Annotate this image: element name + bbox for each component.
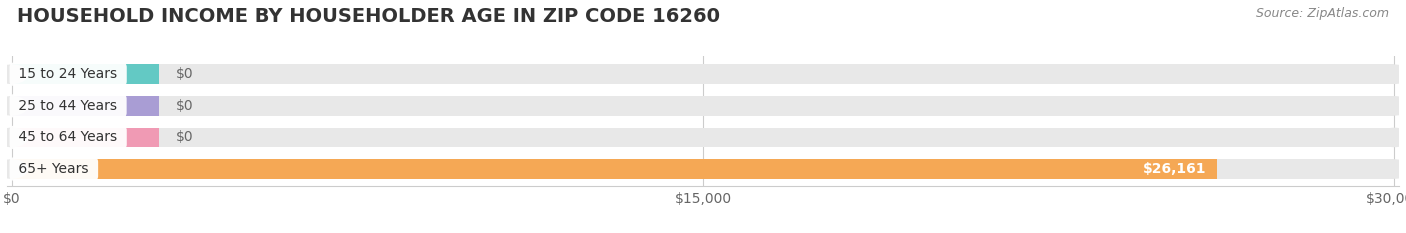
- Ellipse shape: [1378, 65, 1406, 84]
- Text: 25 to 44 Years: 25 to 44 Years: [14, 99, 122, 113]
- Bar: [11, 65, 159, 84]
- Text: Source: ZipAtlas.com: Source: ZipAtlas.com: [1256, 7, 1389, 20]
- Text: $0: $0: [176, 99, 194, 113]
- Bar: [11, 159, 1218, 179]
- Ellipse shape: [0, 65, 28, 84]
- Bar: [11, 128, 159, 147]
- Ellipse shape: [0, 96, 28, 116]
- Text: $26,161: $26,161: [1143, 162, 1206, 176]
- Bar: [11, 96, 1395, 116]
- Bar: [11, 65, 1395, 84]
- Text: $0: $0: [176, 67, 194, 81]
- Text: 15 to 24 Years: 15 to 24 Years: [14, 67, 122, 81]
- Text: 45 to 64 Years: 45 to 64 Years: [14, 130, 122, 144]
- Bar: [11, 159, 1395, 179]
- Ellipse shape: [1378, 96, 1406, 116]
- Text: 65+ Years: 65+ Years: [14, 162, 93, 176]
- Text: HOUSEHOLD INCOME BY HOUSEHOLDER AGE IN ZIP CODE 16260: HOUSEHOLD INCOME BY HOUSEHOLDER AGE IN Z…: [17, 7, 720, 26]
- Ellipse shape: [0, 128, 28, 147]
- Ellipse shape: [1378, 128, 1406, 147]
- Ellipse shape: [0, 159, 28, 179]
- Bar: [11, 96, 159, 116]
- Bar: [11, 128, 1395, 147]
- Ellipse shape: [1378, 159, 1406, 179]
- Text: $0: $0: [176, 130, 194, 144]
